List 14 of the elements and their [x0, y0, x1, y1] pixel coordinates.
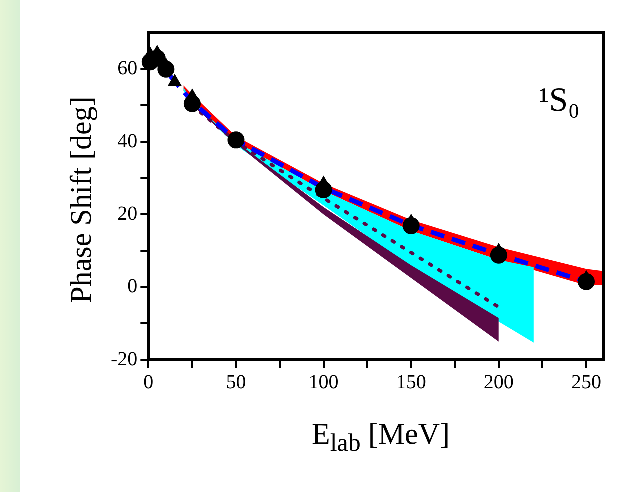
x-tick-label: 0: [144, 371, 154, 394]
y-tick-label: 20: [118, 202, 138, 225]
x-tick-label: 100: [308, 371, 339, 394]
x-tick-label: 200: [484, 371, 514, 394]
y-tick-label: -20: [110, 348, 138, 370]
x-tick-label: 250: [571, 371, 602, 394]
annotation: ¹S₀: [539, 82, 580, 119]
x-tick-label: 50: [226, 371, 246, 394]
y-tick-label: 60: [118, 58, 138, 80]
x-axis-title: E$_{lab}$ [MeV]: [312, 418, 450, 457]
y-axis-title: Phase Shift [deg]: [65, 96, 98, 304]
x-tick-label: 150: [396, 371, 426, 394]
y-tick-label: 40: [118, 130, 138, 152]
y-tick-label: 0: [128, 276, 138, 298]
